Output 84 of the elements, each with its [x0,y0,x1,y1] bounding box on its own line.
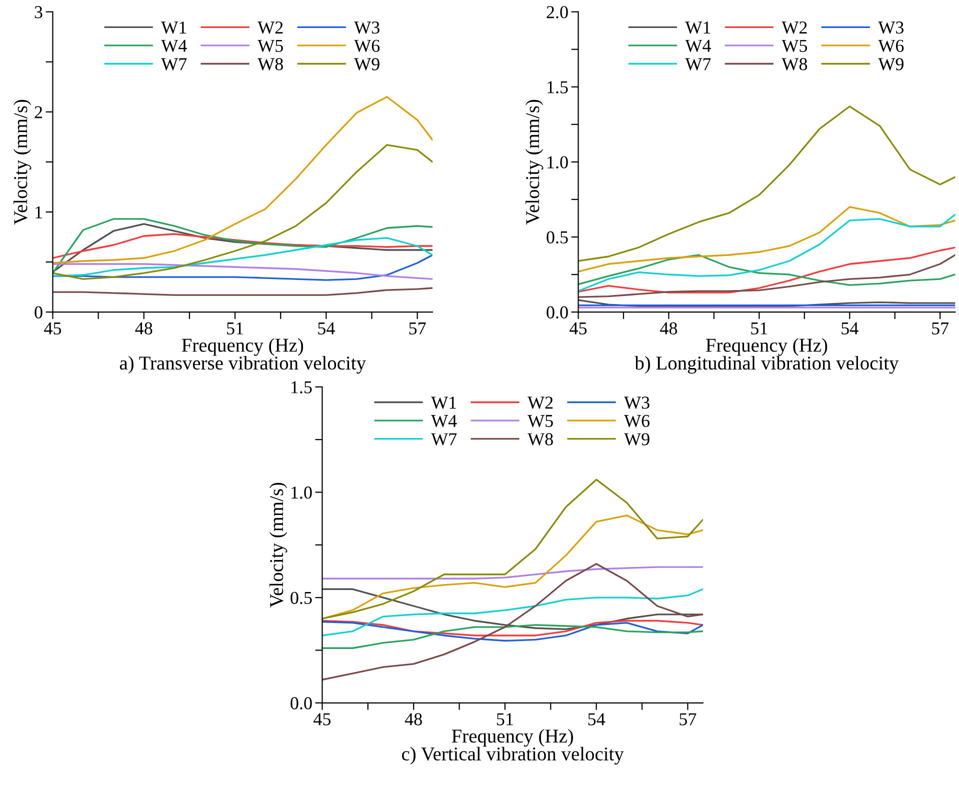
legend-label: W8 [782,58,808,70]
legend-label: W5 [258,40,283,52]
legend-label: W2 [782,22,807,34]
y-tick-label: 0 [34,306,42,318]
x-tick-label: 54 [318,322,335,334]
legend-label: W4 [431,414,457,428]
y-tick-label: 1.5 [292,381,312,394]
legend-label: W4 [161,40,187,52]
legend-label: W5 [528,415,553,428]
legend-label: W3 [354,22,380,34]
line-series [322,563,703,681]
line-series [322,620,703,636]
y-tick-label: 0.5 [290,592,312,604]
x-tick-label: 48 [404,713,422,726]
line-series [52,96,433,264]
y-tick-label: 0.0 [546,306,568,319]
line-series [578,206,956,272]
text: c) Vertical vibration velocity [402,746,624,765]
line-series [322,620,703,642]
legend-label: W9 [624,433,650,446]
line-series [322,566,703,580]
x-tick-label: 51 [751,322,768,334]
line-series [578,254,956,298]
legend-label: W8 [258,58,283,70]
legend-label: W7 [161,58,187,70]
line-series [578,214,956,292]
x-axis-title: Frequency (Hz) [182,338,304,356]
legend-label: W9 [354,58,380,70]
y-tick-label: 2.0 [546,6,568,18]
legend-label: W6 [624,414,650,428]
x-tick-label: 57 [680,713,696,726]
x-tick-label: 57 [409,322,426,334]
y-tick-label: 1 [36,206,42,218]
y-tick-label: 3 [34,6,42,18]
legend-label: W6 [878,40,904,52]
y-tick-label: 1.5 [548,81,568,94]
line-series [578,299,956,307]
legend-label: W2 [258,22,283,34]
legend-label: W1 [161,22,186,34]
y-axis-title: Velocity (mm/s) [14,100,32,225]
y-tick-label: 0.0 [290,697,312,710]
line-series [52,233,433,259]
x-tick-label: 51 [496,713,513,726]
x-tick-label: 48 [660,322,678,334]
text: b) Longitudinal vibration velocity [634,356,899,374]
legend-label: W1 [431,396,456,409]
x-tick-label: 45 [570,322,587,334]
line-series [322,624,703,649]
legend-label: W2 [528,396,553,409]
line-series [578,246,956,294]
x-tick-label: 57 [932,322,949,334]
x-axis-title: Frequency (Hz) [452,728,574,747]
y-tick-label: 2 [34,106,42,118]
legend-label: W7 [685,58,711,70]
legend-label: W7 [431,433,457,446]
text: a) Transverse vibration velocity [120,356,366,374]
x-tick-label: 54 [588,713,606,726]
line-series [322,478,703,620]
x-tick-label: 45 [44,322,62,334]
legend-label: W8 [528,433,553,446]
x-tick-label: 54 [842,322,858,334]
legend-label: W6 [354,40,380,52]
y-tick-label: 0.5 [546,231,568,244]
x-tick-label: 48 [135,322,152,334]
x-tick-label: 51 [227,322,243,334]
line-series [52,237,433,277]
line-series [578,254,956,286]
y-axis-title: Velocity (mm/s) [269,482,288,608]
x-axis-title: Frequency (Hz) [706,338,828,356]
y-axis-title: Velocity (mm/s) [526,100,544,225]
x-tick-label: 45 [314,713,331,726]
line-series [578,106,956,262]
legend-label: W9 [878,58,904,70]
line-series [52,263,433,280]
legend-label: W4 [685,40,711,52]
legend-label: W5 [782,40,808,52]
legend-label: W3 [624,396,650,409]
line-series [322,514,703,620]
line-series [52,144,433,280]
legend-label: W1 [685,22,710,34]
line-series [52,287,433,296]
legend-label: W3 [878,22,904,34]
y-tick-label: 1.0 [292,486,312,499]
y-tick-label: 1.0 [548,156,568,168]
